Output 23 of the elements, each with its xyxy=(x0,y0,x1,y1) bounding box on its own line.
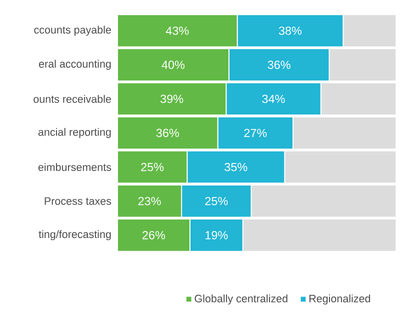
data-label: 36% xyxy=(156,128,179,137)
legend-label: Regionalized xyxy=(309,294,370,304)
y-tick-label: ancial reporting xyxy=(38,128,111,138)
data-label: 38% xyxy=(278,26,302,35)
data-label: 35% xyxy=(224,162,248,172)
data-label: 23% xyxy=(138,196,161,206)
data-label: 39% xyxy=(160,94,184,103)
y-tick-label: Process taxes xyxy=(44,197,112,205)
y-tick-label: eral accounting xyxy=(39,60,111,70)
data-label: 25% xyxy=(205,196,228,206)
data-label: 25% xyxy=(141,162,164,172)
data-label: 19% xyxy=(206,230,228,240)
data-label: 26% xyxy=(142,230,166,240)
y-tick-label: ting/forecasting xyxy=(38,230,111,240)
legend-label: Globally centralized xyxy=(194,294,288,304)
y-tick-label: ccounts payable xyxy=(34,26,111,36)
data-label: 40% xyxy=(162,60,185,69)
y-tick-label: ounts receivable xyxy=(34,94,111,103)
data-label: 36% xyxy=(268,60,290,69)
data-label: 43% xyxy=(166,26,189,35)
data-label: 27% xyxy=(244,128,267,137)
data-label: 34% xyxy=(262,94,285,103)
y-tick-label: eimbursements xyxy=(38,162,112,171)
